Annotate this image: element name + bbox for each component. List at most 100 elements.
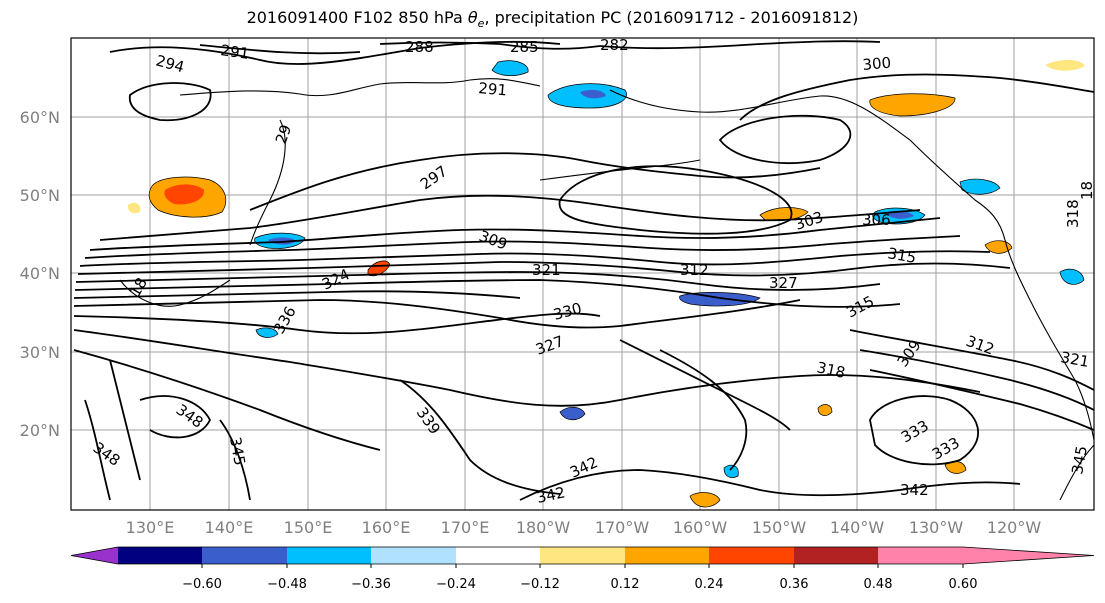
precip-blob-orange-alaska-north	[869, 93, 956, 117]
colorbar-tick-label: −0.48	[267, 577, 307, 592]
contour-318	[75, 271, 881, 291]
contour-309	[84, 235, 961, 259]
contour-label: 321	[1059, 348, 1090, 371]
contour-342	[519, 469, 1021, 501]
colorbar-bin	[878, 547, 963, 564]
colorbar-bin	[456, 547, 540, 564]
colorbar-bin	[625, 547, 709, 564]
contour-label: 345	[226, 436, 249, 467]
title-prefix: 2016091400 F102 850 hPa	[246, 8, 468, 27]
lon-tick-label: 120°W	[987, 518, 1042, 537]
precip-blob-orange-us	[984, 240, 1013, 254]
contour-330	[73, 312, 601, 335]
contour-336	[73, 349, 381, 451]
contour-label: 18	[1078, 181, 1096, 200]
contour-297	[249, 152, 821, 211]
longitude-axis: 130°E 140°E 150°E 160°E 170°E 180°W 170°…	[126, 518, 1042, 537]
coast-japan	[119, 279, 231, 307]
coast-kamchatka	[249, 119, 286, 246]
lat-tick-label: 30°N	[20, 343, 60, 362]
contour-285	[499, 43, 601, 50]
lat-tick-label: 40°N	[20, 264, 60, 283]
lon-tick-label: 160°W	[673, 518, 728, 537]
contour-339	[399, 379, 561, 495]
contour-label: 288	[405, 38, 434, 56]
theta-e-contours	[73, 40, 1094, 501]
contour-324	[73, 290, 521, 299]
precip-blob-blue-jetexit	[679, 292, 761, 307]
precip-blob-blue-mexico	[723, 464, 739, 478]
contour-288	[379, 41, 501, 45]
contour-closed-gulf	[558, 165, 793, 235]
contour-327	[73, 299, 801, 329]
contour-303	[99, 194, 921, 241]
contour-label: 318	[1064, 199, 1082, 228]
precip-blob-blue-bering	[491, 60, 529, 76]
contour-label: 29	[272, 122, 295, 146]
contour-west-2	[84, 399, 111, 501]
colorbar-outline	[70, 546, 1095, 565]
contour-label: 321	[532, 261, 561, 279]
precip-blob-yellow-asia	[127, 202, 141, 214]
colorbar-tick-label: −0.24	[436, 577, 476, 592]
contour-closed-siberia	[128, 82, 212, 122]
contour-closed-alaska	[718, 114, 852, 164]
contour-345	[219, 419, 251, 501]
lon-tick-label: 130°W	[909, 518, 964, 537]
colorbar-tick-label: 0.24	[695, 577, 724, 592]
precip-blob-orange-tropic	[817, 404, 833, 416]
contour-closed-east	[869, 395, 979, 466]
colorbar-tick-label: 0.48	[864, 577, 893, 592]
precip-blob-blue-tropic	[559, 407, 586, 421]
contour-trop-east-2	[859, 349, 1094, 411]
map-panel: 294 291 288 285 282 300 291 29 297 309 3…	[70, 37, 1096, 511]
lon-tick-label: 170°W	[595, 518, 650, 537]
contour-282	[599, 40, 881, 50]
coastlines	[119, 78, 1094, 501]
contour-label: 342	[535, 483, 567, 507]
precip-blob-darkblue-alaska	[580, 89, 606, 99]
contour-label: 312	[680, 261, 709, 279]
lat-tick-label: 60°N	[20, 108, 60, 127]
lon-tick-label: 180°W	[516, 518, 571, 537]
lat-tick-label: 20°N	[20, 421, 60, 440]
title-suffix: , precipitation PC (2016091712 - 2016091…	[484, 8, 859, 27]
colorbar-bin	[287, 547, 371, 564]
contour-west-1	[109, 359, 141, 481]
contour-300	[739, 73, 1094, 121]
colorbar-tick-label: 0.36	[780, 577, 809, 592]
contour-jet-lower-1	[619, 339, 791, 431]
precip-blob-blue-bc	[959, 178, 1001, 195]
colorbar-ticks: −0.60 −0.48 −0.36 −0.24 −0.12 0.12 0.24 …	[182, 577, 977, 592]
contour-jet-lower-2	[659, 349, 748, 471]
contour-label: 315	[886, 244, 917, 267]
contour-294	[109, 41, 561, 65]
contour-trop-east-3	[869, 369, 1094, 431]
coast-mexico	[1059, 444, 1094, 501]
colorbar-tick-label: −0.12	[520, 577, 560, 592]
precip-blob-blue-uswest	[1059, 268, 1085, 285]
contour-312	[79, 250, 991, 267]
coast-alaska	[609, 89, 1006, 241]
lon-tick-label: 150°W	[752, 518, 807, 537]
lat-tick-label: 50°N	[20, 186, 60, 205]
colorbar-bin	[371, 547, 456, 564]
colorbar-bin	[709, 547, 794, 564]
map-title: 2016091400 F102 850 hPa θe, precipitatio…	[0, 8, 1105, 30]
colorbar-bin	[202, 547, 287, 564]
contour-label: 327	[769, 274, 798, 292]
contour-label: 291	[219, 41, 250, 63]
precip-blob-yellow-alaska-north	[1045, 59, 1085, 71]
colorbar	[70, 546, 1095, 568]
lon-tick-label: 160°E	[362, 518, 411, 537]
lon-tick-label: 130°E	[126, 518, 175, 537]
precip-blob-orange-mexico	[689, 492, 721, 508]
contour-label: 306	[862, 211, 891, 229]
lon-tick-label: 140°E	[205, 518, 254, 537]
colorbar-tick-label: −0.60	[182, 577, 222, 592]
contour-label: 285	[510, 38, 539, 56]
contour-label: 291	[478, 79, 508, 99]
contour-315	[77, 261, 1011, 277]
graticule	[71, 38, 1094, 510]
contour-trop-east-1	[849, 329, 1094, 391]
